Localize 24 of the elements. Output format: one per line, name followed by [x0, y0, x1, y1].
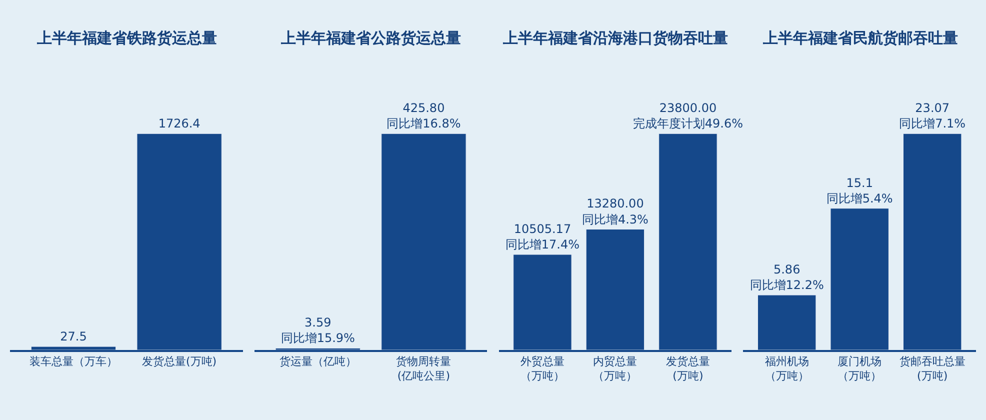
chart-title: 上半年福建省公路货运总量 [280, 29, 461, 47]
x-tick-label: 厦门机场（万吨） [838, 355, 882, 382]
data-label: 425.80 同比增16.8% [386, 101, 461, 131]
chart-title: 上半年福建省民航货邮吞吐量 [762, 29, 958, 47]
data-label: 13280.00 同比增4.3% [582, 196, 648, 226]
x-tick-label: 货邮吞吐总量 (万吨) [899, 355, 966, 382]
data-label: 23800.00 完成年度计划49.6% [632, 101, 744, 131]
x-tick-label: 货运量（亿吨） [279, 355, 356, 368]
chart-title: 上半年福建省铁路货运总量 [36, 29, 217, 47]
data-label: 10505.17 同比增17.4% [505, 222, 580, 252]
data-label: 1726.4 [158, 116, 200, 131]
data-label: 15.1 同比增5.4% [826, 176, 893, 206]
x-tick-label: 发货总量 (万吨) [666, 355, 710, 382]
x-tick-label: 福州机场（万吨） [764, 355, 809, 382]
data-label: 5.86 同比增12.2% [750, 262, 824, 292]
x-tick-label: 装车总量（万车） [29, 355, 118, 368]
chart-title: 上半年福建省沿海港口货物吞吐量 [502, 29, 728, 47]
x-tick-label: 发货总量(万吨) [142, 355, 217, 368]
data-label: 23.07 同比增7.1% [899, 101, 966, 131]
data-label: 3.59 同比增15.9% [280, 316, 355, 346]
x-tick-label: 货物周转量 (亿吨公里) [396, 355, 452, 382]
data-label: 27.5 [60, 330, 87, 344]
x-tick-label: 外贸总量（万吨） [520, 355, 564, 382]
x-tick-label: 内贸总量（万吨） [593, 355, 638, 382]
